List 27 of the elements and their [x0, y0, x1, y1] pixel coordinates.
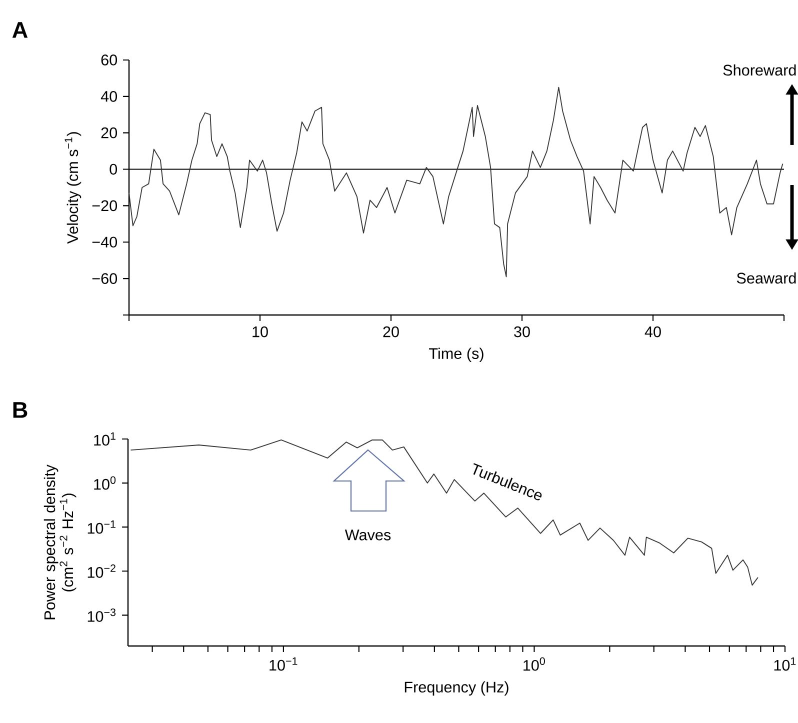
- y-tick-label: 0: [110, 164, 118, 175]
- x-tick-label: 40: [644, 326, 661, 338]
- chart-title: A: [12, 22, 28, 38]
- x-tick-label: 10$^{0}$: [524, 657, 545, 671]
- x-tick-label: 10$^{1}$: [774, 657, 796, 671]
- x-tick-label: 20: [383, 326, 399, 338]
- y-tick-label: 10$^{1}$: [94, 432, 116, 446]
- annotation: Seaward: [736, 272, 796, 284]
- y-tick-label: 10$^{−1}$: [88, 520, 116, 534]
- y-tick-label: 10$^{0}$: [94, 476, 116, 490]
- y-axis-title: Velocity (cm s$^{−1}$): [64, 132, 82, 244]
- annotation: Shoreward: [723, 64, 796, 76]
- y-tick-label: 20: [101, 127, 118, 138]
- chart-title: B: [13, 402, 28, 418]
- x-tick-label: 30: [514, 326, 530, 338]
- y-tick-label: −20: [92, 200, 118, 212]
- y-tick-label: 10$^{−3}$: [88, 608, 116, 622]
- x-tick-label: 10: [252, 326, 268, 338]
- x-axis-title: Time (s): [429, 348, 484, 362]
- x-axis-title: Frequency (Hz): [404, 681, 508, 696]
- y-tick-label: 10$^{−2}$: [88, 564, 116, 578]
- y-tick-label: −40: [92, 236, 118, 248]
- x-tick-label: 10$^{−1}$: [270, 657, 298, 671]
- y-tick-label: 60: [101, 54, 118, 66]
- y-tick-label: 40: [100, 90, 118, 102]
- annotation: Waves: [344, 530, 391, 540]
- y-tick-label: −60: [92, 273, 118, 284]
